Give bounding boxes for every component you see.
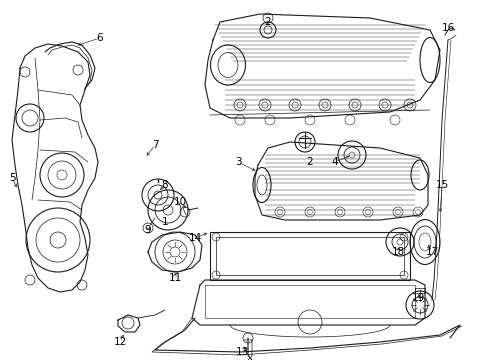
Text: 10: 10 (173, 197, 186, 207)
Bar (216, 237, 403, 275)
Text: 7: 7 (151, 140, 158, 150)
Text: 8: 8 (162, 180, 168, 190)
Text: 12: 12 (113, 337, 126, 347)
Text: 3: 3 (234, 157, 241, 167)
Text: 19: 19 (410, 293, 424, 303)
Text: 14: 14 (188, 233, 201, 243)
Text: 9: 9 (144, 225, 151, 235)
Text: 2: 2 (264, 17, 271, 27)
Text: 13: 13 (235, 347, 248, 357)
Text: 2: 2 (306, 157, 313, 167)
Text: 1: 1 (162, 217, 168, 227)
Text: 16: 16 (441, 23, 454, 33)
Bar (209, 232, 409, 280)
Text: 17: 17 (425, 247, 438, 257)
Text: 4: 4 (331, 157, 338, 167)
Text: 5: 5 (9, 173, 15, 183)
Text: 18: 18 (390, 247, 404, 257)
Text: 6: 6 (97, 33, 103, 43)
Text: 15: 15 (434, 180, 447, 190)
Text: 11: 11 (168, 273, 181, 283)
